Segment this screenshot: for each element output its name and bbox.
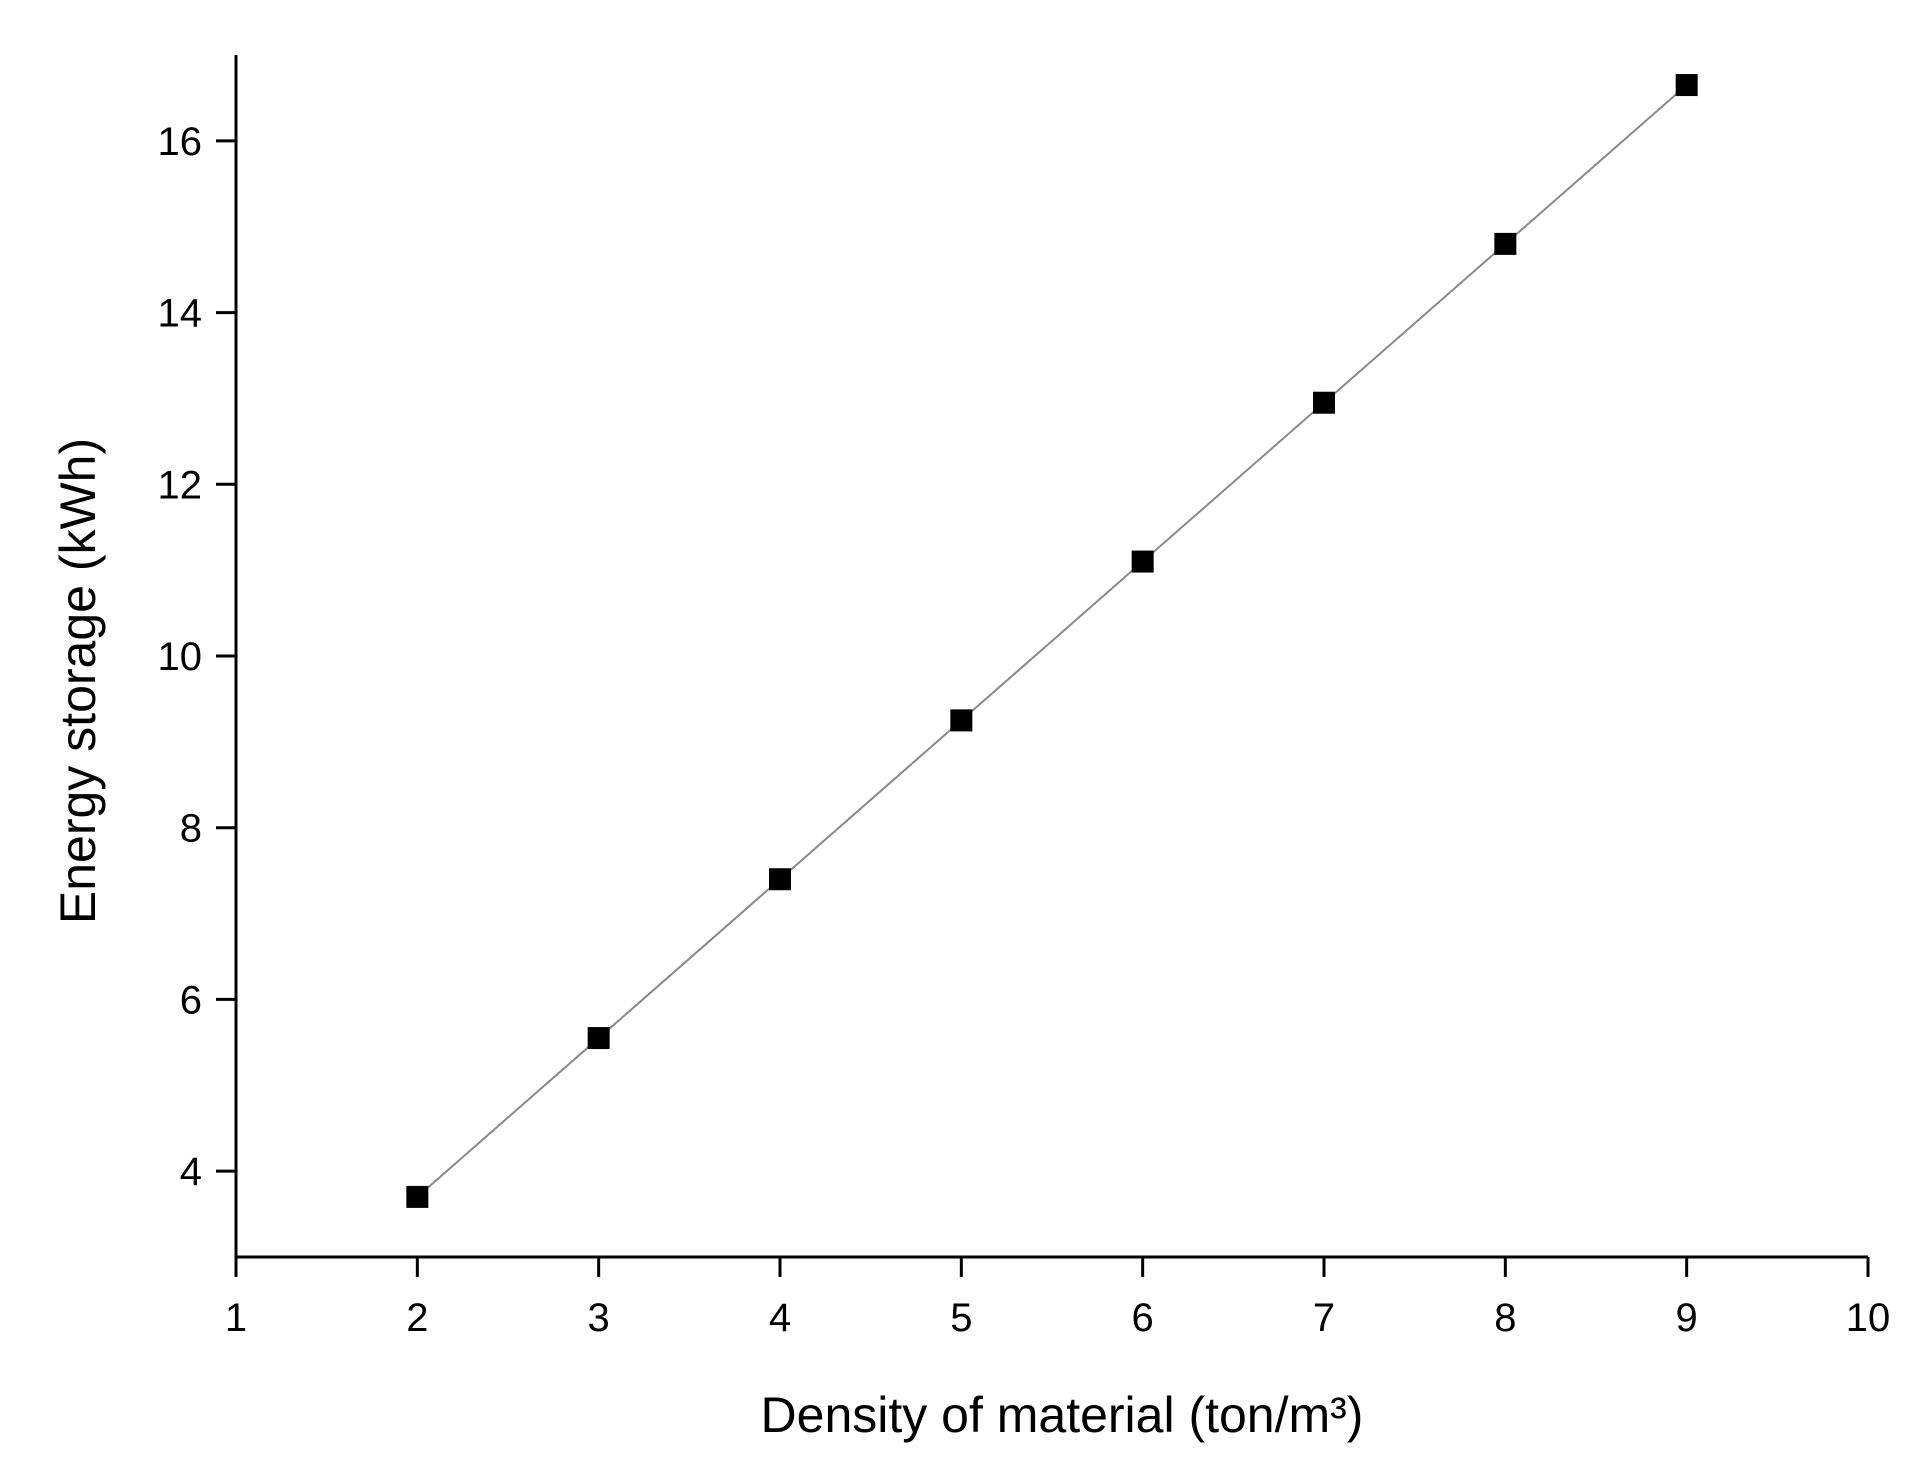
y-tick-label: 4 [180, 1150, 202, 1194]
data-point-marker [406, 1185, 429, 1208]
data-point-marker [1131, 550, 1154, 573]
y-tick-label: 12 [158, 463, 203, 507]
series-line [416, 84, 1688, 1198]
data-point-marker [769, 868, 791, 891]
data-point-marker [1494, 232, 1517, 255]
y-tick-label: 8 [180, 807, 202, 851]
x-tick-label: 4 [769, 1296, 791, 1340]
x-tick-label: 2 [406, 1296, 428, 1340]
x-axis-title: Density of material (ton/m³) [761, 1387, 1364, 1443]
x-tick-label: 9 [1676, 1296, 1698, 1340]
x-tick-label: 10 [1846, 1296, 1891, 1340]
x-tick-label: 6 [1132, 1296, 1154, 1340]
data-point-marker [587, 1027, 610, 1050]
data-point-marker [1313, 391, 1335, 414]
x-tick-label: 5 [950, 1296, 972, 1340]
x-tick-label: 7 [1313, 1296, 1335, 1340]
y-tick-label: 16 [158, 120, 203, 164]
y-tick-label: 10 [158, 635, 203, 679]
data-point-marker [1675, 74, 1698, 97]
x-tick-label: 1 [225, 1296, 247, 1340]
data-point-marker [950, 709, 973, 732]
y-tick-label: 6 [180, 978, 202, 1022]
y-tick-label: 14 [158, 292, 203, 336]
x-tick-label: 8 [1494, 1296, 1516, 1340]
y-axis-title: Energy storage (kWh) [50, 438, 106, 924]
series-group [406, 74, 1698, 1208]
x-tick-label: 3 [588, 1296, 610, 1340]
